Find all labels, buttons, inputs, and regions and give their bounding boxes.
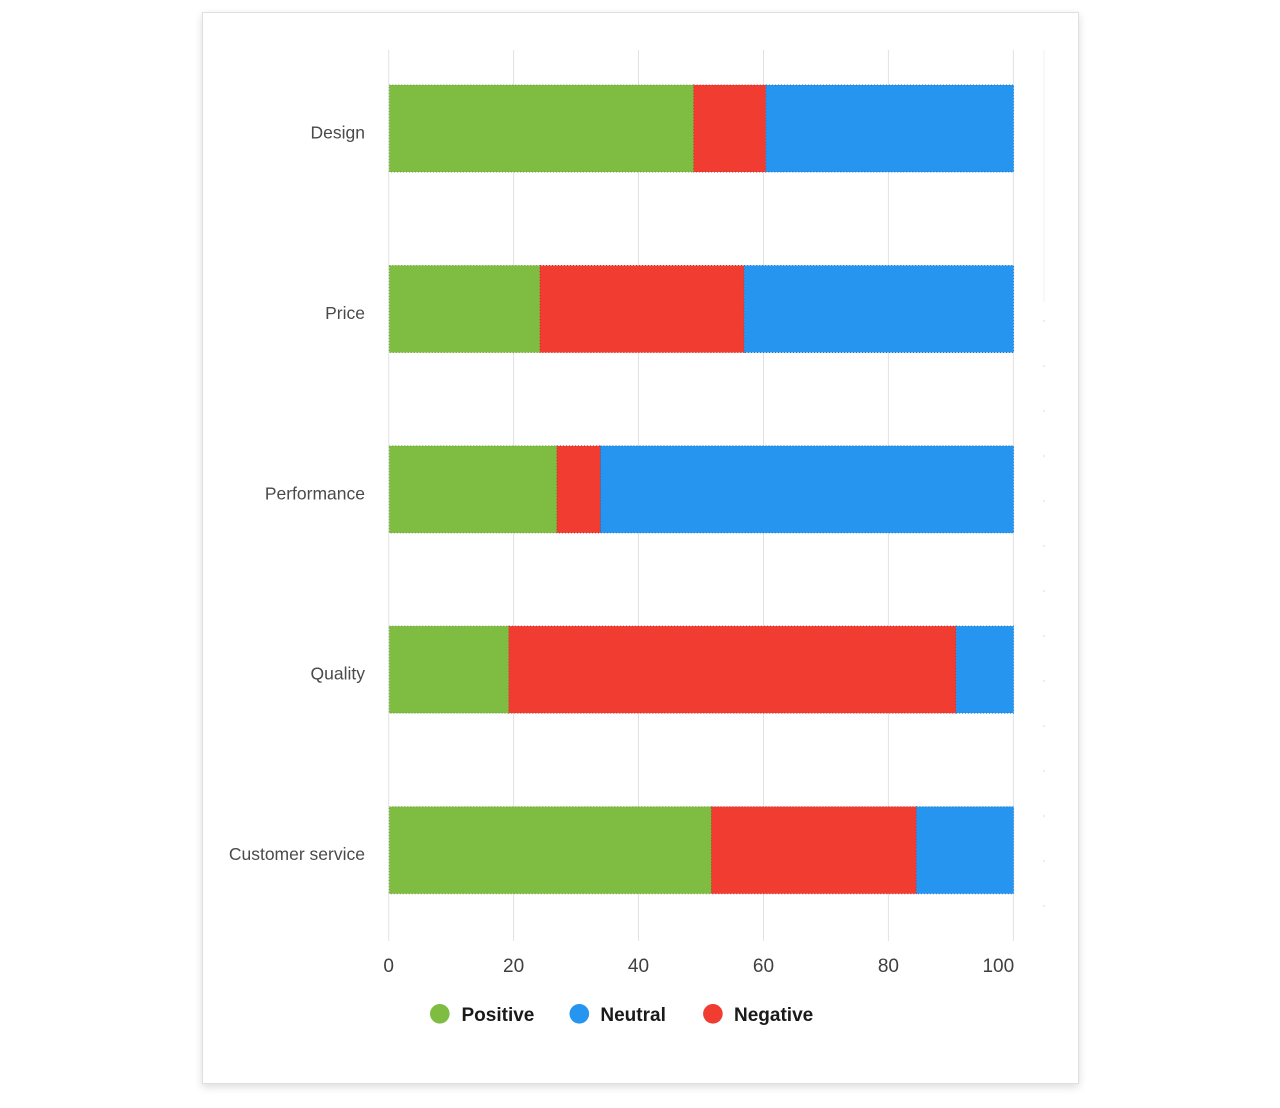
svg-text:20: 20 [503, 956, 524, 977]
svg-text:Negative: Negative [734, 1005, 813, 1026]
svg-text:40: 40 [628, 956, 649, 977]
svg-text:60: 60 [753, 956, 774, 977]
svg-text:Performance: Performance [265, 483, 365, 503]
svg-text:Neutral: Neutral [600, 1005, 665, 1026]
svg-text:80: 80 [878, 956, 899, 977]
svg-text:0: 0 [383, 956, 394, 977]
svg-text:100: 100 [982, 956, 1014, 977]
svg-text:Customer service: Customer service [229, 844, 365, 864]
svg-text:Positive: Positive [462, 1005, 535, 1026]
svg-text:Design: Design [311, 122, 365, 142]
svg-text:Price: Price [325, 303, 365, 323]
svg-text:Quality: Quality [311, 664, 366, 684]
